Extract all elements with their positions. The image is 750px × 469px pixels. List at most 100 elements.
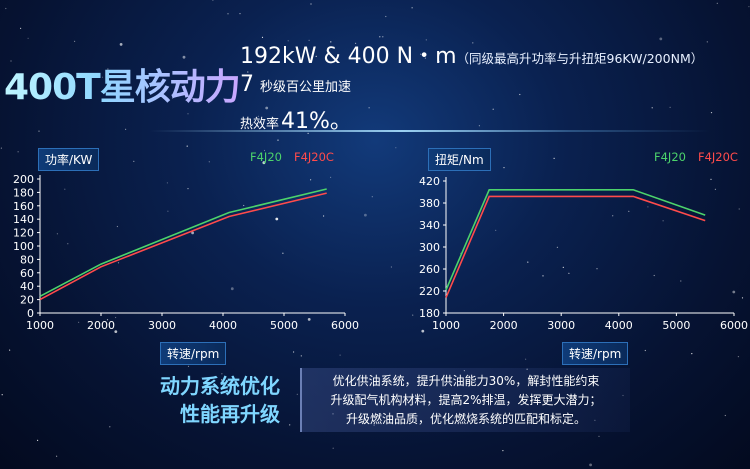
power-torque-value: 192kW & 400 N・m — [240, 44, 457, 69]
star — [355, 42, 357, 45]
power-x-tick-label: 3000 — [148, 319, 176, 332]
star — [300, 355, 302, 357]
power-x-tick-label: 2000 — [87, 319, 115, 332]
star — [296, 393, 298, 395]
torque-y-tick-label: 380 — [419, 197, 440, 210]
star — [107, 68, 109, 70]
power-y-tick-label: 40 — [20, 280, 34, 293]
star — [594, 419, 596, 421]
star — [519, 93, 521, 96]
star — [644, 349, 646, 352]
star — [243, 204, 245, 207]
power-y-tick-label: 120 — [13, 227, 34, 240]
acceleration-text: 秒级百公里加速 — [260, 80, 352, 95]
star — [395, 147, 397, 149]
star — [472, 42, 474, 44]
star — [525, 358, 527, 360]
star — [574, 402, 576, 404]
torque-y-tick-label: 420 — [419, 175, 440, 188]
star — [737, 356, 740, 358]
star — [659, 37, 663, 41]
power-chart-title: 功率/KW — [38, 148, 100, 171]
star — [64, 188, 66, 190]
acceleration-line: 7 秒级百公里加速 — [240, 72, 351, 97]
star — [425, 39, 427, 41]
star — [542, 275, 544, 277]
star — [307, 132, 309, 134]
star — [545, 398, 548, 400]
star — [119, 43, 123, 46]
star — [294, 321, 296, 323]
slogan-line-1: 动力系统优化 — [160, 374, 280, 398]
star — [116, 225, 118, 228]
star — [382, 36, 384, 38]
star — [117, 262, 120, 264]
star — [27, 37, 29, 40]
star — [741, 297, 744, 299]
torque-y-tick-label: 220 — [419, 285, 440, 298]
star — [56, 455, 58, 457]
star — [732, 290, 736, 294]
star — [651, 107, 653, 109]
star — [287, 40, 289, 42]
efficiency-line: 热效率41%。 — [240, 103, 352, 135]
torque-x-tick-label: 3000 — [547, 319, 575, 332]
star — [412, 314, 414, 316]
star — [307, 318, 311, 321]
star — [133, 160, 135, 162]
engine-title: 400T星核动力 — [4, 58, 241, 110]
star — [265, 106, 269, 110]
star — [310, 3, 312, 5]
star — [245, 47, 247, 49]
star — [622, 394, 624, 397]
star — [187, 365, 190, 367]
header-divider — [150, 130, 710, 132]
torque-x-tick-label: 2000 — [490, 319, 518, 332]
torque-legend-f4j20: F4J20 — [654, 150, 686, 164]
star — [421, 329, 425, 333]
star — [17, 151, 19, 153]
description-line-1: 优化供油系统，提升供油能力30%，解封性能约束 — [332, 374, 600, 388]
star — [553, 157, 555, 159]
power-chart-legend: F4J20 F4J20C — [250, 150, 334, 164]
star — [411, 7, 413, 9]
power-x-tick-label: 6000 — [331, 319, 359, 332]
power-x-tick-label: 1000 — [26, 319, 54, 332]
torque-x-tick-label: 5000 — [662, 319, 690, 332]
power-torque-line: 192kW & 400 N・m（同级最高升功率与升扭矩96KW/200NM） — [240, 38, 703, 70]
torque-legend-f4j20c: F4J20C — [697, 150, 738, 164]
power-legend-f4j20: F4J20 — [250, 150, 282, 164]
power-y-tick-label: 160 — [13, 200, 34, 213]
star — [596, 268, 598, 270]
power-y-tick-label: 200 — [13, 173, 34, 186]
power-y-tick-label: 20 — [20, 294, 34, 307]
star — [710, 112, 713, 114]
efficiency-label: 热效率 — [240, 117, 280, 132]
star — [738, 208, 740, 210]
power-y-tick-label: 80 — [20, 253, 34, 266]
star — [212, 0, 214, 1]
star — [221, 373, 223, 375]
star — [706, 41, 708, 43]
star — [221, 379, 223, 381]
star — [438, 61, 440, 63]
star — [368, 107, 370, 109]
star — [364, 213, 367, 217]
torque-y-tick-label: 260 — [419, 263, 440, 276]
power-y-tick-label: 140 — [13, 213, 34, 226]
star — [37, 439, 39, 441]
star — [420, 53, 422, 55]
star — [495, 229, 497, 231]
power-chart-xlabel: 转速/rpm — [160, 342, 227, 365]
power-series-line-f4j20 — [39, 188, 327, 298]
star — [390, 266, 392, 268]
star — [669, 106, 671, 108]
star — [653, 274, 655, 277]
power-series-line-f4j20c — [39, 192, 327, 301]
star — [308, 39, 310, 42]
star — [167, 210, 169, 212]
star — [275, 217, 279, 221]
star — [115, 316, 117, 319]
